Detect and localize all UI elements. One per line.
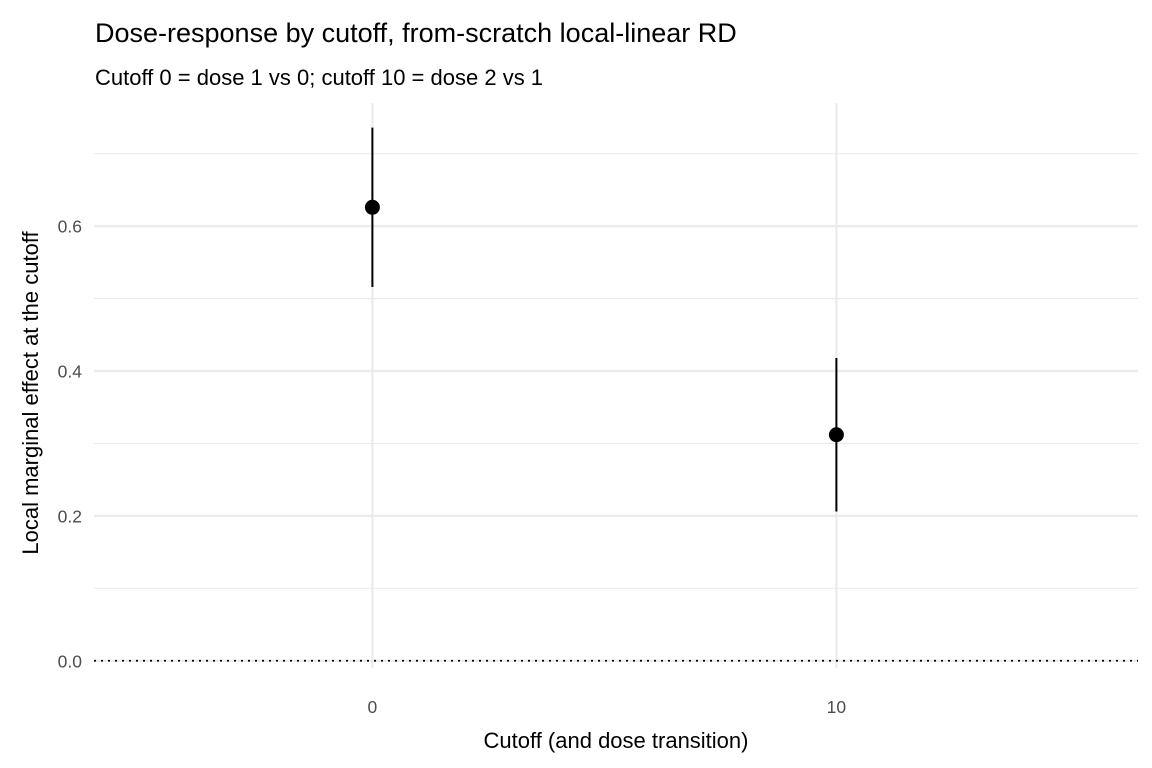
y-tick-label: 0.4 (58, 362, 83, 382)
x-axis-ticks: 0 10 (368, 697, 847, 717)
x-tick-label: 0 (368, 697, 378, 717)
y-tick-label: 0.6 (58, 217, 82, 237)
x-axis-title: Cutoff (and dose transition) (484, 728, 749, 753)
y-tick-label: 0.0 (58, 651, 83, 671)
chart-title: Dose-response by cutoff, from-scratch lo… (95, 18, 737, 48)
x-tick-label: 10 (827, 697, 847, 717)
y-axis-ticks: 0.0 0.2 0.4 0.6 (58, 217, 83, 672)
grid-layer (94, 103, 1138, 668)
y-axis-title: Local marginal effect at the cutoff (18, 230, 43, 554)
data-point (364, 199, 380, 215)
data-layer (364, 127, 844, 512)
data-point (828, 427, 844, 443)
chart-subtitle: Cutoff 0 = dose 1 vs 0; cutoff 10 = dose… (95, 65, 543, 90)
y-tick-label: 0.2 (58, 506, 82, 526)
